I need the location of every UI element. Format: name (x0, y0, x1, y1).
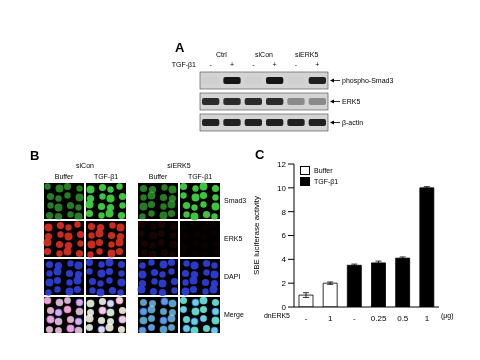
svg-text:0: 0 (282, 303, 287, 312)
svg-text:ERK5: ERK5 (224, 235, 242, 242)
svg-text:DAPI: DAPI (224, 273, 240, 280)
svg-text:1: 1 (328, 314, 333, 323)
svg-text:SBE luciferase activity: SBE luciferase activity (252, 196, 261, 275)
svg-text:-: - (295, 61, 298, 68)
svg-text:ERK5: ERK5 (342, 98, 360, 105)
svg-text:β-actin: β-actin (342, 119, 363, 127)
svg-text:1: 1 (425, 314, 430, 323)
svg-text:+: + (230, 61, 234, 68)
svg-text:0.5: 0.5 (397, 314, 409, 323)
svg-text:siCon: siCon (76, 162, 94, 169)
svg-text:TGF-β1: TGF-β1 (172, 61, 196, 69)
svg-text:10: 10 (277, 184, 286, 193)
svg-text:8: 8 (282, 208, 287, 217)
svg-text:siERK5: siERK5 (295, 51, 318, 58)
svg-text:-: - (252, 61, 255, 68)
svg-text:Buffer: Buffer (149, 173, 168, 180)
svg-text:4: 4 (282, 255, 287, 264)
svg-text:-: - (353, 314, 356, 323)
svg-text:Merge: Merge (224, 311, 244, 319)
svg-text:+: + (273, 61, 277, 68)
svg-text:-: - (209, 61, 212, 68)
svg-text:siERK5: siERK5 (167, 162, 190, 169)
svg-text:Buffer: Buffer (55, 173, 74, 180)
svg-text:A: A (175, 40, 185, 55)
html-text:(μg): (μg) (441, 312, 454, 319)
svg-text:12: 12 (277, 160, 286, 169)
svg-text:2: 2 (282, 279, 287, 288)
svg-text:-: - (305, 314, 308, 323)
svg-text:TGF-β1: TGF-β1 (94, 173, 118, 181)
svg-text:Smad3: Smad3 (224, 197, 246, 204)
svg-text:siCon: siCon (255, 51, 273, 58)
svg-text:TGF-β1: TGF-β1 (188, 173, 212, 181)
svg-text:0.25: 0.25 (371, 314, 387, 323)
html-text:dnERK5: dnERK5 (263, 312, 290, 319)
svg-text:B: B (30, 148, 39, 163)
svg-text:Ctrl: Ctrl (216, 51, 227, 58)
html-text:C: C (255, 147, 265, 162)
svg-text:phospho-Smad3: phospho-Smad3 (342, 77, 393, 85)
svg-text:6: 6 (282, 231, 287, 240)
svg-text:+: + (315, 61, 319, 68)
html-text:TGF-β1: TGF-β1 (314, 178, 339, 185)
html-text:Buffer: Buffer (314, 167, 333, 174)
